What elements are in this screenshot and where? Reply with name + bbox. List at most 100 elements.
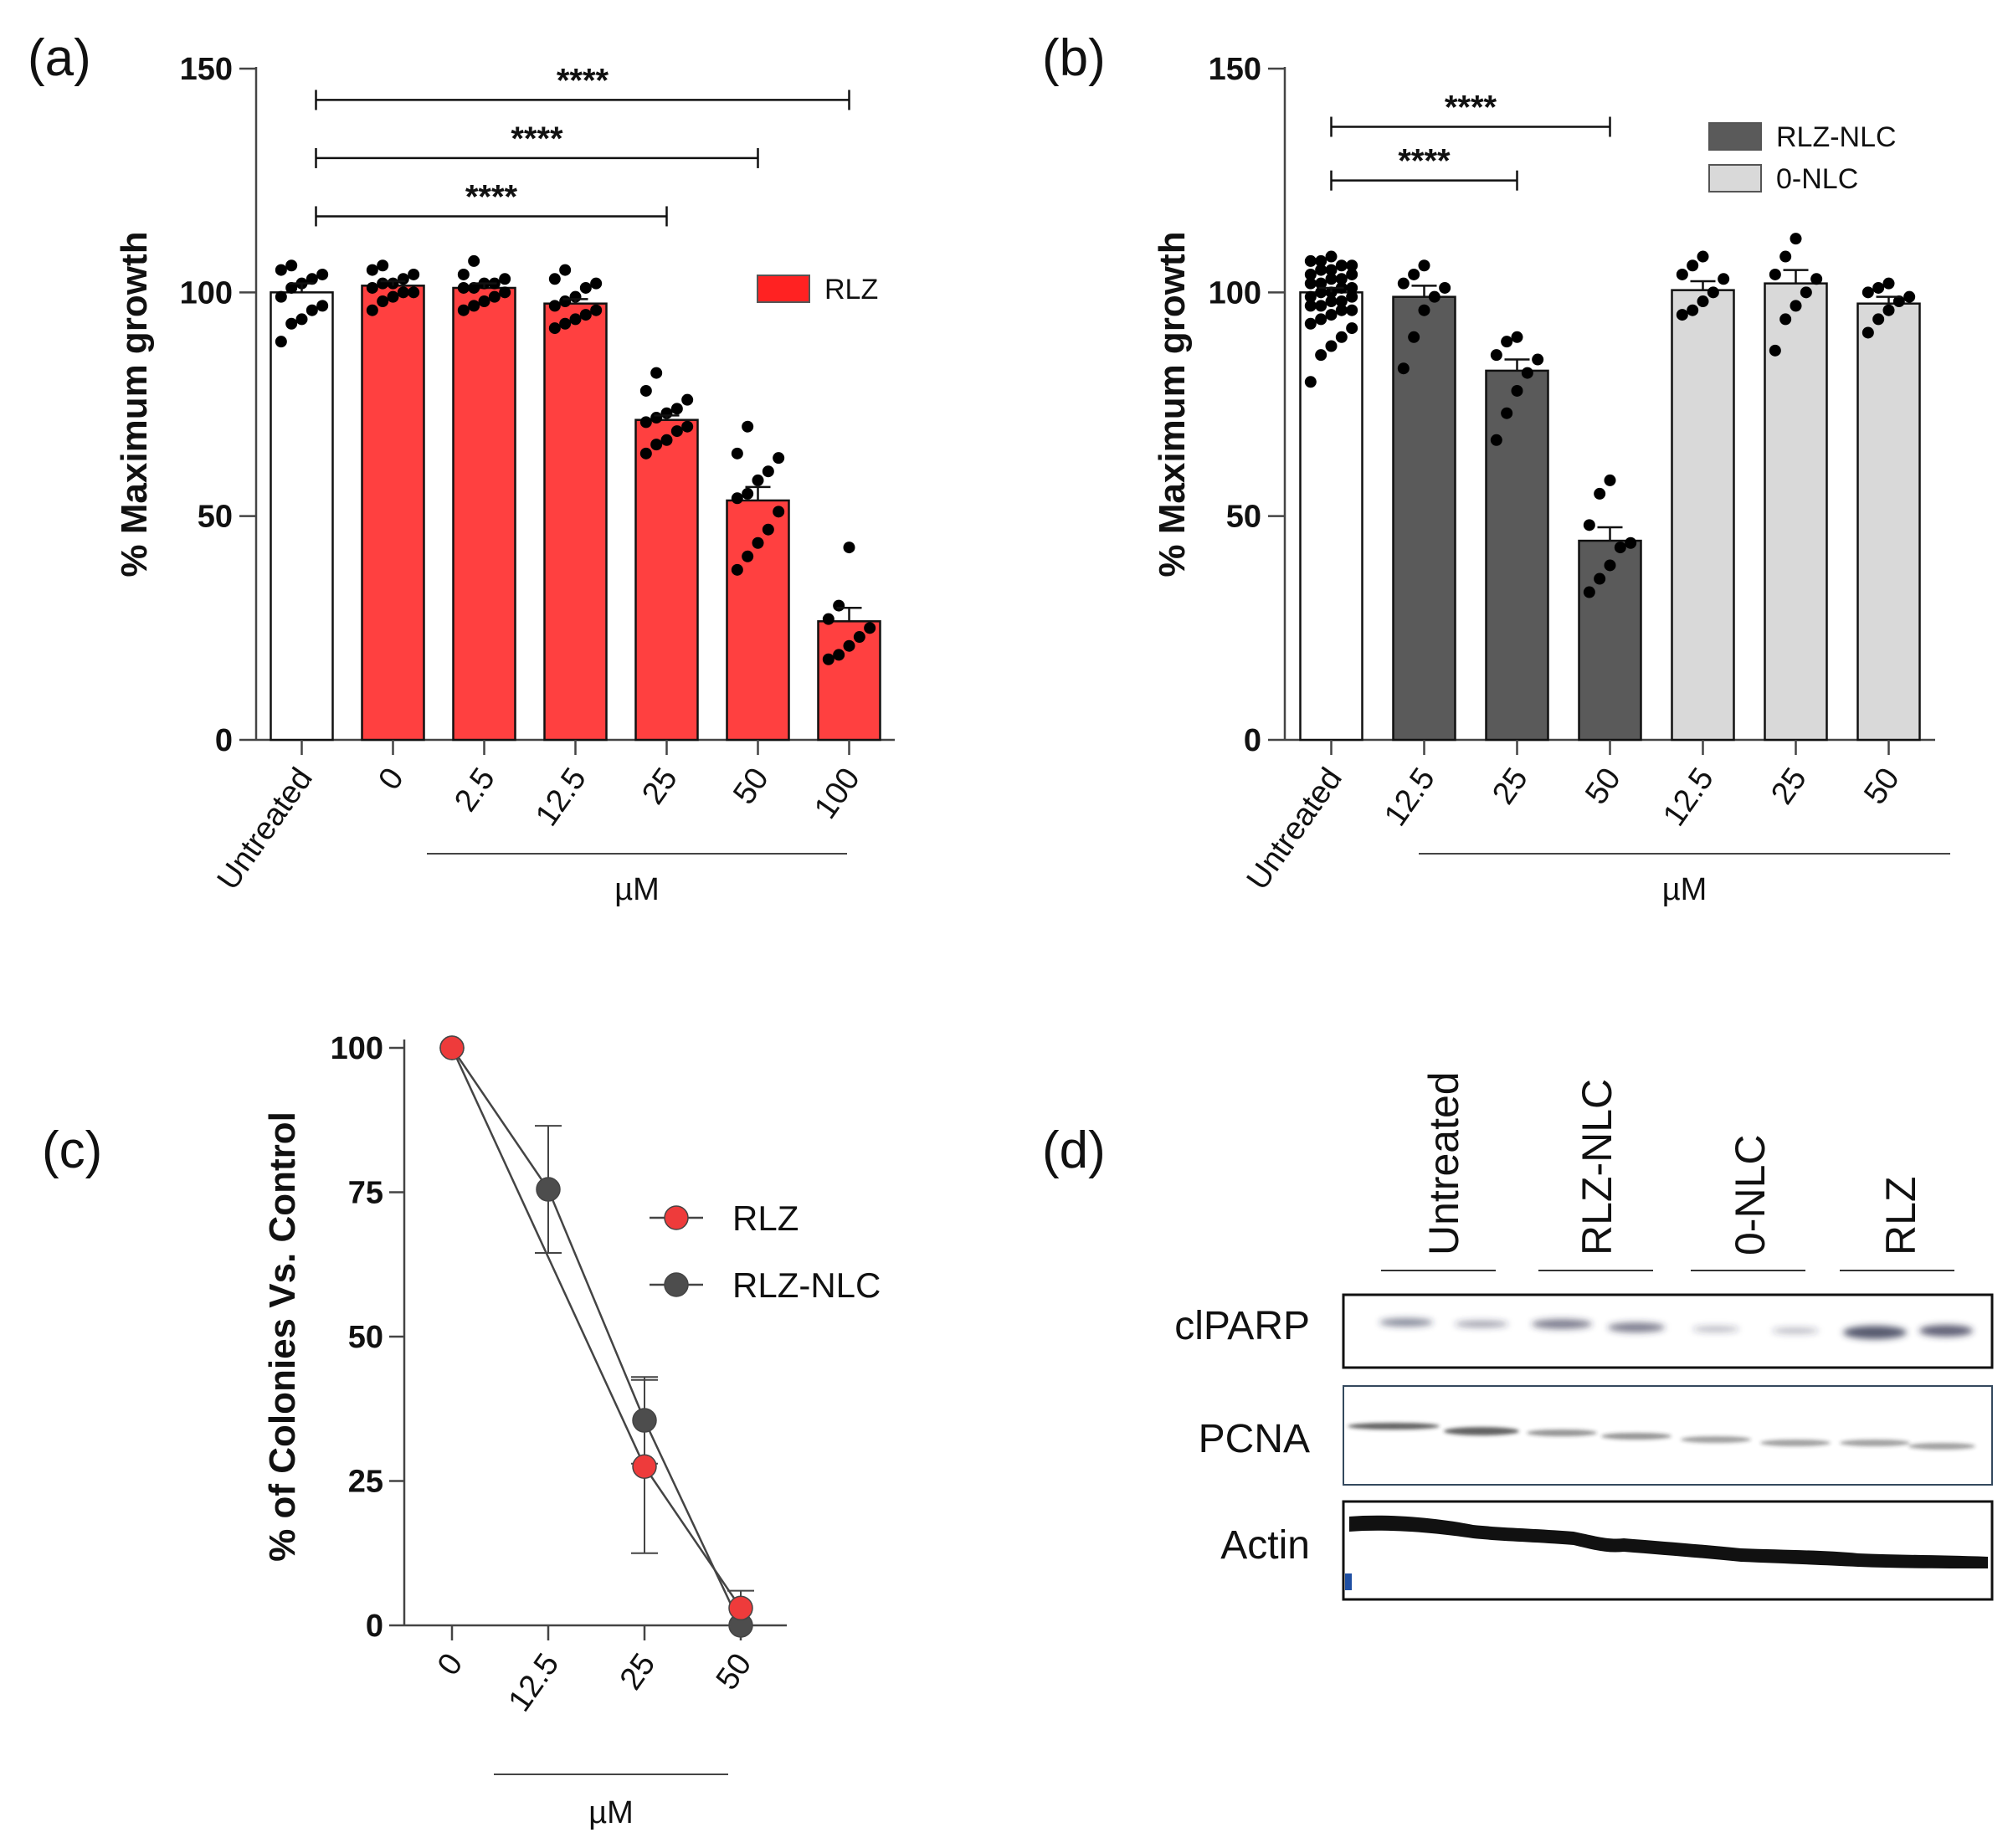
series-line — [450, 1047, 742, 1626]
data-point — [731, 447, 743, 459]
data-point — [1511, 384, 1523, 397]
western-blot-panel: Untreated RLZ-NLC 0-NLC RLZ clPARP PCNA … — [1174, 1071, 1994, 1601]
data-point — [822, 653, 834, 665]
data-point — [1697, 295, 1709, 308]
data-point — [1304, 317, 1317, 330]
data-point — [1325, 250, 1338, 263]
data-point — [639, 447, 652, 459]
legend-label: RLZ-NLC — [1776, 121, 1897, 153]
data-point — [762, 523, 774, 536]
y-axis-label: % of Colonies Vs. Control — [262, 1111, 303, 1562]
data-point — [853, 631, 865, 644]
data-point — [590, 277, 603, 290]
band — [1692, 1326, 1739, 1332]
data-point — [681, 393, 694, 406]
bar — [1671, 289, 1735, 742]
x-tick-label: 2.5 — [448, 762, 502, 818]
x-tick-label: 25 — [1764, 762, 1814, 811]
significance-stars: **** — [465, 178, 518, 215]
data-point — [681, 420, 694, 433]
band — [1348, 1423, 1440, 1430]
data-point — [559, 295, 572, 308]
data-point — [295, 313, 308, 326]
data-point — [499, 286, 511, 299]
x-tick-label: 25 — [635, 762, 685, 811]
bar — [361, 285, 425, 742]
data-point — [1304, 268, 1317, 280]
band — [1379, 1318, 1433, 1327]
data-point — [670, 403, 683, 415]
data-point — [650, 439, 663, 451]
data-point — [457, 281, 470, 294]
data-point — [1397, 362, 1410, 375]
legend-swatch — [1708, 164, 1762, 192]
significance-stars: **** — [511, 121, 563, 157]
panel-label-c: (c) — [42, 1122, 102, 1179]
data-point — [306, 273, 318, 285]
data-point — [752, 474, 764, 486]
data-point — [1521, 367, 1533, 379]
data-point — [1397, 277, 1410, 290]
data-point — [1718, 273, 1730, 285]
data-point — [1872, 313, 1885, 326]
data-point — [316, 268, 329, 280]
data-point — [1346, 268, 1358, 280]
data-point — [1428, 290, 1440, 303]
data-point — [1604, 559, 1616, 572]
data-point — [843, 542, 855, 554]
data-point — [639, 416, 652, 429]
chart-a-growth-rlz: 0 50 100 150 % Maximum growth Untreated 0 2.5 12… — [114, 52, 895, 907]
data-point — [1408, 331, 1420, 343]
data-point — [316, 300, 329, 312]
x-tick-label: 50 — [1857, 762, 1907, 811]
blot-row-label-pcna: PCNA — [1199, 1417, 1310, 1461]
x-tick-label: 12.5 — [1378, 762, 1442, 833]
data-point — [1790, 233, 1802, 245]
legend-marker — [664, 1205, 689, 1230]
data-point — [1810, 273, 1823, 285]
data-point — [1614, 542, 1626, 554]
data-point — [1418, 304, 1430, 316]
bar — [1299, 291, 1363, 742]
data-point — [1304, 277, 1317, 290]
data-point — [1315, 349, 1327, 362]
data-point — [488, 290, 501, 303]
data-point — [285, 281, 298, 294]
data-point — [1862, 286, 1874, 299]
bar — [1856, 302, 1921, 742]
data-point — [632, 1408, 657, 1433]
band — [1843, 1326, 1907, 1339]
data-point — [285, 259, 298, 272]
band — [1532, 1319, 1592, 1329]
panel-label-a: (a) — [28, 29, 91, 87]
data-point — [1769, 344, 1781, 357]
data-point — [1346, 281, 1358, 294]
band — [1601, 1433, 1672, 1440]
data-point — [728, 1595, 753, 1621]
data-point — [457, 268, 470, 280]
band-actin — [1349, 1515, 1988, 1568]
data-point — [499, 273, 511, 285]
data-point — [1346, 290, 1358, 303]
data-point — [408, 286, 420, 299]
x-tick-label: Untreated — [1240, 762, 1349, 896]
data-point — [569, 313, 582, 326]
bar — [1485, 369, 1549, 742]
data-point — [1346, 304, 1358, 316]
data-point — [1315, 286, 1327, 299]
bar — [270, 291, 334, 742]
data-point — [1325, 309, 1338, 321]
data-point — [1408, 268, 1420, 280]
data-point — [457, 304, 470, 316]
legend-label: RLZ — [732, 1199, 799, 1238]
y-tick-label: 100 — [1209, 275, 1261, 311]
band — [1908, 1443, 1975, 1450]
x-tick-label: 12.5 — [1656, 762, 1721, 833]
y-tick-label: 50 — [1226, 500, 1261, 535]
data-point — [439, 1035, 465, 1060]
x-tick-label: 0 — [431, 1647, 470, 1681]
data-point — [1779, 313, 1792, 326]
band — [1772, 1327, 1819, 1334]
y-tick-label: 50 — [348, 1320, 383, 1355]
panel-label-b: (b) — [1042, 29, 1106, 87]
